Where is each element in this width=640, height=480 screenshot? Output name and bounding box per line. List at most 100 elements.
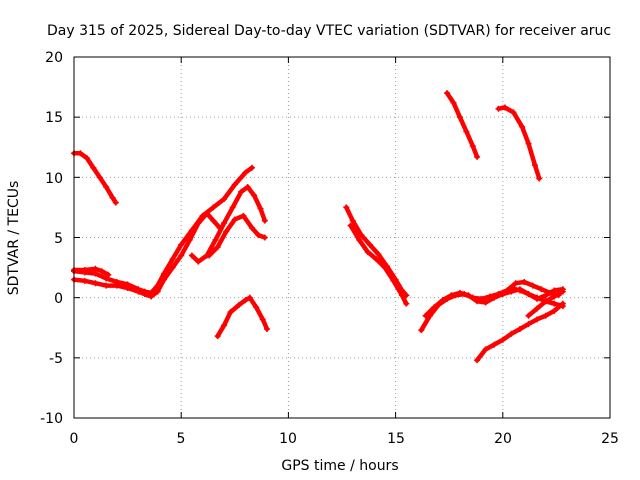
data-point	[253, 304, 260, 311]
data-point	[188, 252, 195, 259]
series-arc-7	[215, 295, 270, 339]
data-point	[347, 222, 354, 229]
data-point	[356, 236, 363, 243]
data-point	[525, 291, 532, 298]
data-point	[508, 285, 515, 292]
data-point	[403, 300, 410, 307]
data-point	[105, 271, 112, 278]
data-point	[534, 305, 541, 312]
data-point	[516, 287, 523, 294]
data-point	[178, 252, 185, 259]
data-point	[203, 210, 210, 217]
data-point	[474, 153, 481, 160]
data-point	[227, 309, 234, 316]
data-point	[390, 277, 397, 284]
plot-frame	[73, 56, 611, 419]
data-point	[474, 298, 481, 305]
data-point	[491, 294, 498, 301]
data-point	[221, 322, 228, 329]
data-point	[465, 292, 472, 299]
data-point	[495, 105, 502, 112]
data-point	[96, 174, 103, 181]
data-point	[229, 204, 236, 211]
series-arc-11	[496, 105, 542, 181]
data-point	[542, 292, 549, 299]
y-tick-label: 20	[45, 50, 63, 66]
y-tick-label: 0	[54, 291, 63, 307]
data-point	[92, 265, 99, 272]
data-point	[210, 217, 217, 224]
data-point	[90, 164, 97, 171]
data-point	[469, 143, 476, 150]
data-point	[210, 204, 217, 211]
series-arc-9	[348, 223, 409, 306]
data-point	[206, 252, 213, 259]
data-point	[135, 288, 142, 295]
data-point	[534, 294, 541, 301]
data-point	[221, 220, 228, 227]
data-point	[525, 321, 532, 328]
data-point	[501, 104, 508, 111]
data-point	[83, 155, 90, 162]
data-point	[534, 316, 541, 323]
data-point	[521, 279, 528, 286]
data-point	[510, 109, 517, 116]
x-tick-labels: 0 5 10 15 20 25	[70, 431, 619, 447]
data-point	[499, 291, 506, 298]
data-point	[364, 248, 371, 255]
data-point	[508, 330, 515, 337]
data-point	[246, 294, 253, 301]
data-point	[240, 212, 247, 219]
data-point	[257, 205, 264, 212]
data-point	[242, 169, 249, 176]
chart-title: Day 315 of 2025, Sidereal Day-to-day VTE…	[47, 23, 611, 39]
data-point	[259, 316, 266, 323]
data-point	[373, 256, 380, 263]
data-point	[231, 181, 238, 188]
data-point	[231, 216, 238, 223]
data-point	[542, 298, 549, 305]
data-point	[178, 241, 185, 248]
y-tick-label: 5	[54, 231, 63, 247]
data-point	[169, 256, 176, 263]
data-point	[248, 164, 255, 171]
data-point	[242, 297, 249, 304]
data-point	[161, 276, 168, 283]
data-point	[154, 288, 161, 295]
data-point	[236, 301, 243, 308]
x-tick-label: 5	[177, 431, 186, 447]
x-tick-label: 0	[70, 431, 79, 447]
data-point	[559, 288, 566, 295]
data-point	[482, 346, 489, 353]
data-point	[103, 183, 110, 190]
data-point	[551, 287, 558, 294]
data-point	[559, 303, 566, 310]
data-point	[261, 234, 268, 241]
data-point	[124, 285, 131, 292]
data-point	[456, 289, 463, 296]
data-point	[525, 312, 532, 319]
y-tick-label: -10	[40, 411, 63, 427]
data-point	[195, 258, 202, 265]
series-arc-6	[206, 213, 268, 258]
data-point	[512, 280, 519, 287]
data-point	[195, 220, 202, 227]
data-point	[212, 236, 219, 243]
data-point	[214, 244, 221, 251]
data-point	[456, 114, 463, 121]
data-point	[112, 199, 119, 206]
data-point	[463, 128, 470, 135]
data-point	[399, 292, 406, 299]
data-point	[255, 232, 262, 239]
data-point	[531, 162, 538, 169]
data-point	[525, 140, 532, 147]
data-point	[439, 297, 446, 304]
data-point	[103, 282, 110, 289]
x-tick-label: 25	[601, 431, 619, 447]
data-point	[551, 300, 558, 307]
data-point	[381, 264, 388, 271]
x-tick-label: 15	[387, 431, 405, 447]
data-point	[113, 282, 120, 289]
data-point	[519, 123, 526, 130]
